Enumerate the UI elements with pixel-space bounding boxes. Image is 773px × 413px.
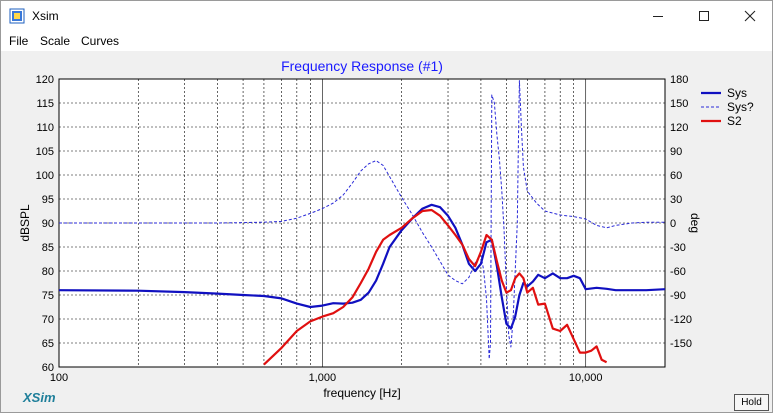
x-tick-label: 1,000	[309, 372, 337, 384]
y2-tick-label: -30	[670, 242, 686, 254]
y-tick-label: 105	[36, 146, 54, 158]
title-bar: Xsim	[1, 1, 772, 31]
y-axis-label: dBSPL	[18, 204, 32, 242]
y-axis-ticks: 60 65 70 75 80 85 90 95 100 105 110 115 120	[36, 74, 54, 374]
y-tick-label: 100	[36, 170, 54, 182]
y-tick-label: 65	[42, 338, 54, 350]
y-tick-label: 85	[42, 242, 54, 254]
menu-curves[interactable]: Curves	[81, 34, 120, 48]
maximize-button[interactable]	[681, 1, 727, 31]
legend-label: S2	[727, 114, 742, 128]
minimize-icon	[653, 16, 663, 17]
y-tick-label: 120	[36, 74, 54, 86]
xsim-logo: XSim	[23, 390, 56, 405]
x-axis-label: frequency [Hz]	[323, 386, 400, 400]
y2-tick-label: -90	[670, 290, 686, 302]
series-group	[59, 80, 665, 366]
y2-tick-label: -150	[670, 338, 692, 350]
y2-tick-label: 150	[670, 98, 688, 110]
legend-label: Sys	[727, 86, 747, 100]
y2-tick-label: 120	[670, 122, 688, 134]
close-icon	[744, 10, 756, 22]
y2-tick-label: 30	[670, 194, 682, 206]
menu-file[interactable]: File	[9, 34, 29, 48]
y-tick-label: 80	[42, 266, 54, 278]
y-tick-label: 70	[42, 314, 54, 326]
y2-axis-label: deg	[688, 213, 702, 233]
x-tick-label: 100	[50, 372, 68, 384]
y-tick-label: 90	[42, 218, 54, 230]
series-line-sys	[59, 80, 665, 360]
y-tick-label: 110	[36, 122, 54, 134]
close-button[interactable]	[727, 1, 773, 31]
grid	[59, 79, 665, 367]
y-tick-label: 60	[42, 362, 54, 374]
y2-tick-label: 180	[670, 74, 688, 86]
series-line-s2	[263, 208, 608, 366]
y-tick-label: 115	[36, 98, 54, 110]
y-tick-label: 75	[42, 290, 54, 302]
legend-label: Sys?	[727, 100, 754, 114]
menu-scale[interactable]: Scale	[40, 34, 71, 48]
window-title: Xsim	[32, 9, 59, 23]
y2-tick-label: 60	[670, 170, 682, 182]
y2-axis-ticks: -150 -120 -90 -60 -30 0 30 60 90 120 150 180	[670, 74, 692, 350]
y2-tick-label: 90	[670, 146, 682, 158]
x-axis-ticks: 100 1,000 10,000	[50, 372, 603, 384]
x-tick-label: 10,000	[569, 372, 603, 384]
series-line-sys	[59, 203, 665, 330]
y2-tick-label: 0	[670, 218, 676, 230]
y2-tick-label: -120	[670, 314, 692, 326]
menu-bar: File Scale Curves	[1, 31, 772, 51]
chart-title: Frequency Response (#1)	[281, 58, 443, 74]
y-tick-label: 95	[42, 194, 54, 206]
minimize-button[interactable]	[635, 1, 681, 31]
maximize-icon	[699, 11, 709, 21]
xsim-app-icon	[9, 8, 25, 24]
y2-tick-label: -60	[670, 266, 686, 278]
hold-button[interactable]: Hold	[734, 394, 769, 411]
